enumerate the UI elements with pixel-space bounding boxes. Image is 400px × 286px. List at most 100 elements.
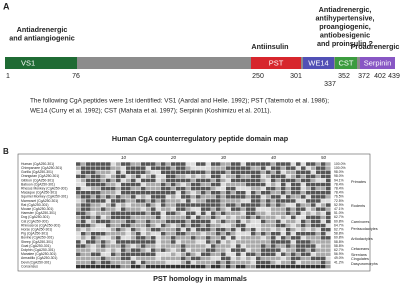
species-label: Baboon (CgA250-301): [21, 182, 55, 186]
alignment-cell: [171, 223, 176, 228]
alignment-cell: [106, 248, 111, 252]
alignment-cell: [321, 232, 326, 236]
alignment-cell: [191, 260, 196, 265]
alignment-cell: [291, 248, 296, 252]
alignment-cell: [271, 232, 276, 236]
alignment-cell: [81, 174, 86, 179]
alignment-cell: [81, 215, 86, 220]
domain-label: CST: [339, 58, 354, 67]
alignment-cell: [101, 203, 106, 207]
alignment-cell: [286, 178, 291, 183]
alignment-cell: [96, 166, 101, 170]
alignment-cell: [281, 215, 286, 220]
alignment-cell: [271, 199, 276, 203]
alignment-cell: [291, 223, 296, 228]
alignment-cell: [161, 182, 166, 187]
alignment-cell: [261, 207, 266, 211]
alignment-cell: [311, 240, 316, 244]
alignment-cell: [156, 162, 161, 166]
alignment-cell: [216, 236, 221, 240]
alignment-cell: [141, 186, 146, 191]
alignment-cell: [181, 162, 186, 166]
alignment-cell: [121, 223, 126, 228]
alignment-cell: [206, 211, 211, 215]
alignment-cell: [311, 252, 316, 256]
position-number: 372: [358, 73, 370, 80]
alignment-cell: [121, 162, 126, 166]
alignment-cell: [176, 174, 181, 179]
alignment-cell: [126, 170, 131, 174]
panel-title: PST homology in mammals: [153, 274, 247, 283]
alignment-cell: [321, 260, 326, 265]
alignment-cell: [156, 240, 161, 244]
alignment-cell: [76, 219, 81, 224]
alignment-cell: [181, 236, 186, 240]
alignment-cell: [301, 256, 306, 261]
alignment-cell: [91, 252, 96, 256]
identity-percent: 58.8%: [334, 240, 344, 244]
alignment-cell: [226, 223, 231, 228]
alignment-cell: [116, 256, 121, 261]
alignment-cell: [121, 191, 126, 195]
alignment-cell: [266, 219, 271, 224]
alignment-cell: [236, 211, 241, 215]
alignment-cell: [116, 178, 121, 183]
alignment-cell: [171, 203, 176, 207]
species-label: Gibbon (CgA250-301): [21, 178, 54, 182]
alignment-cell: [316, 186, 321, 191]
alignment-cell: [301, 248, 306, 252]
alignment-cell: [131, 260, 136, 265]
alignment-cell: [186, 260, 191, 265]
alignment-cell: [96, 207, 101, 211]
alignment-cell: [166, 244, 171, 248]
alignment-cell: [76, 236, 81, 240]
alignment-cell: [101, 191, 106, 195]
alignment-cell: [106, 252, 111, 256]
alignment-cell: [241, 264, 246, 269]
alignment-cell: [231, 186, 236, 191]
alignment-cell: [191, 248, 196, 252]
alignment-cell: [216, 248, 221, 252]
alignment-cell: [96, 170, 101, 174]
alignment-cell: [191, 240, 196, 244]
alignment-cell: [251, 211, 256, 215]
alignment-cell: [106, 195, 111, 199]
alignment-cell: [291, 166, 296, 170]
alignment-cell: [306, 256, 311, 261]
alignment-cell: [256, 252, 261, 256]
alignment-cell: [141, 195, 146, 199]
alignment-cell: [306, 182, 311, 187]
domain-box: [335, 57, 357, 69]
alignment-cell: [326, 215, 331, 220]
alignment-cell: [271, 162, 276, 166]
alignment-cell: [246, 227, 251, 232]
alignment-cell: [246, 178, 251, 183]
alignment-cell: [231, 236, 236, 240]
alignment-cell: [326, 219, 331, 224]
alignment-cell: [141, 199, 146, 203]
alignment-cell: [251, 256, 256, 261]
domain-label: Serpinin: [364, 58, 392, 67]
alignment-cell: [111, 232, 116, 236]
identity-percent: 98.0%: [334, 170, 344, 174]
alignment-cell: [306, 227, 311, 232]
alignment-cell: [196, 240, 201, 244]
alignment-cell: [96, 191, 101, 195]
alignment-cell: [131, 170, 136, 174]
caption-line: WE14 (Curry et al. 1992); CST (Mahata et…: [30, 108, 272, 115]
alignment-cell: [201, 227, 206, 232]
species-label: Devil (CgA250-301): [21, 260, 51, 264]
alignment-cell: [101, 240, 106, 244]
alignment-cell: [201, 236, 206, 240]
alignment-cell: [81, 248, 86, 252]
alignment-cell: [221, 162, 226, 166]
alignment-cell: [111, 207, 116, 211]
alignment-cell: [106, 203, 111, 207]
alignment-cell: [256, 199, 261, 203]
alignment-cell: [206, 244, 211, 248]
alignment-cell: [136, 219, 141, 224]
alignment-cell: [181, 215, 186, 220]
alignment-cell: [76, 191, 81, 195]
alignment-cell: [136, 227, 141, 232]
alignment-cell: [176, 260, 181, 265]
